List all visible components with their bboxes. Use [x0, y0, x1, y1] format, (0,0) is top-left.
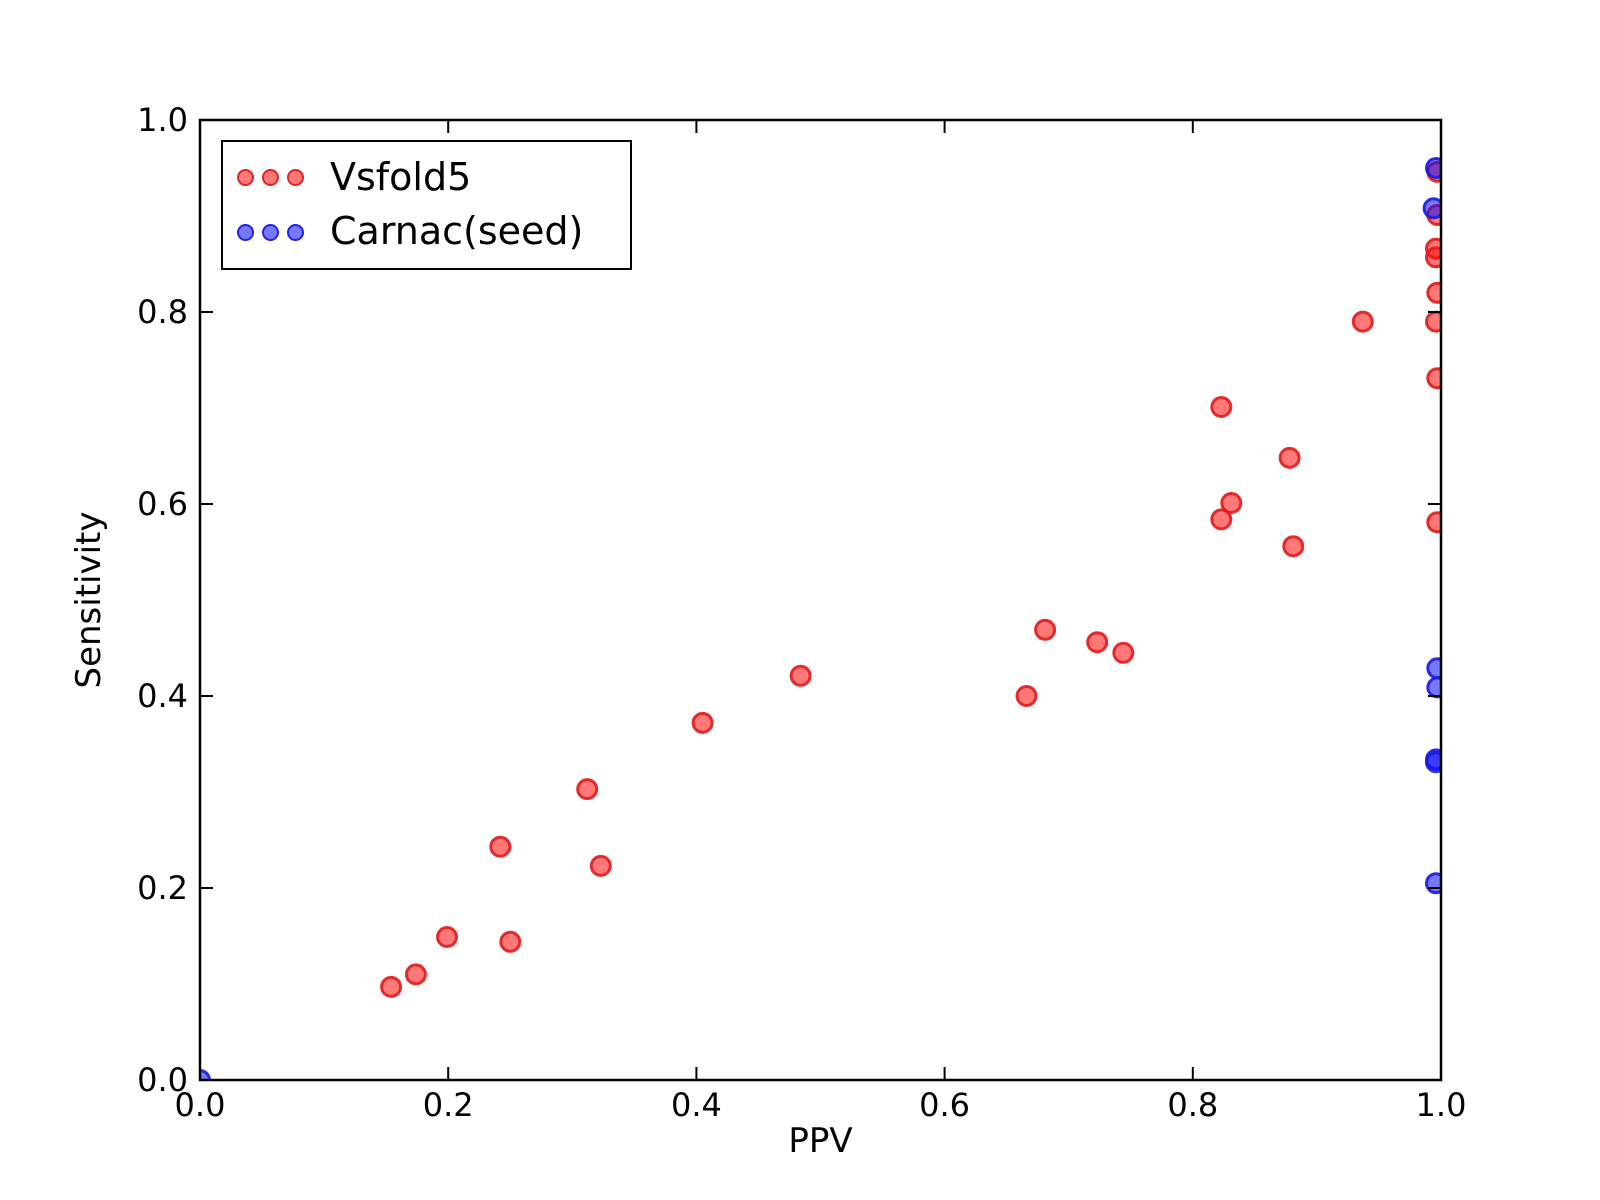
data-point-vsfold5	[1278, 446, 1301, 469]
data-point-vsfold5	[589, 854, 612, 877]
legend-dot-icon	[262, 223, 279, 241]
plot-points-layer	[200, 157, 1441, 1080]
data-point-vsfold5	[436, 926, 458, 948]
data-point-vsfold5	[1426, 367, 1441, 390]
y-tick-label: 0.0	[137, 1061, 188, 1099]
data-point-carnac-seed	[1422, 197, 1441, 220]
data-point-vsfold5	[691, 711, 714, 734]
data-point-vsfold5	[1015, 685, 1038, 707]
data-point-vsfold5	[1210, 508, 1233, 531]
data-point-vsfold5	[1220, 492, 1243, 514]
legend-dot-icon	[287, 223, 304, 241]
legend-dot-icon	[287, 169, 304, 187]
legend-marker-icon	[237, 223, 304, 241]
y-tick-label: 0.4	[137, 677, 188, 715]
legend-entry: Carnac(seed)	[237, 211, 630, 253]
legend-dot-icon	[262, 169, 279, 187]
legend-dot-icon	[237, 223, 254, 241]
data-point-vsfold5	[499, 930, 522, 953]
data-point-vsfold5	[489, 835, 512, 858]
data-point-vsfold5	[380, 975, 403, 998]
data-point-vsfold5	[1351, 310, 1374, 333]
x-tick-label: 0.2	[423, 1086, 474, 1124]
legend-entry: Vsfold5	[237, 154, 630, 199]
data-point-carnac-seed	[200, 1069, 211, 1080]
y-axis-label: Sensitivity	[69, 511, 109, 688]
y-tick-label: 0.6	[137, 485, 188, 523]
y-tick-label: 0.2	[137, 869, 188, 907]
data-point-vsfold5	[1034, 618, 1057, 641]
data-point-vsfold5	[789, 664, 812, 687]
data-point-vsfold5	[576, 778, 599, 801]
data-point-vsfold5	[1112, 641, 1135, 664]
data-point-vsfold5	[404, 963, 427, 986]
legend-dot-icon	[237, 169, 254, 187]
x-tick-label: 0.4	[671, 1086, 722, 1124]
x-tick-label: 0.0	[175, 1086, 226, 1124]
data-point-vsfold5	[1086, 631, 1109, 654]
data-point-vsfold5	[1426, 511, 1441, 534]
data-point-vsfold5	[1425, 246, 1441, 269]
x-tick-label: 1.0	[1416, 1086, 1467, 1124]
legend-label: Vsfold5	[330, 154, 472, 199]
x-axis-label: PPV	[788, 1121, 852, 1161]
y-tick-label: 0.8	[137, 293, 188, 331]
axes-spines	[198, 118, 1443, 1082]
series-carnac-seed	[200, 157, 1441, 1080]
data-point-vsfold5	[1282, 535, 1305, 558]
data-point-vsfold5	[1426, 281, 1441, 304]
legend-marker-icon	[237, 169, 304, 187]
legend: Vsfold5 Carnac(seed)	[221, 140, 632, 270]
data-point-vsfold5	[1210, 396, 1233, 418]
x-tick-label: 0.6	[919, 1086, 970, 1124]
data-point-carnac-seed	[1425, 751, 1441, 774]
x-tick-label: 0.8	[1167, 1086, 1218, 1124]
tick-marks	[199, 119, 1442, 1081]
y-tick-label: 1.0	[137, 101, 188, 139]
legend-label: Carnac(seed)	[330, 209, 584, 254]
data-point-carnac-seed	[1425, 157, 1441, 179]
